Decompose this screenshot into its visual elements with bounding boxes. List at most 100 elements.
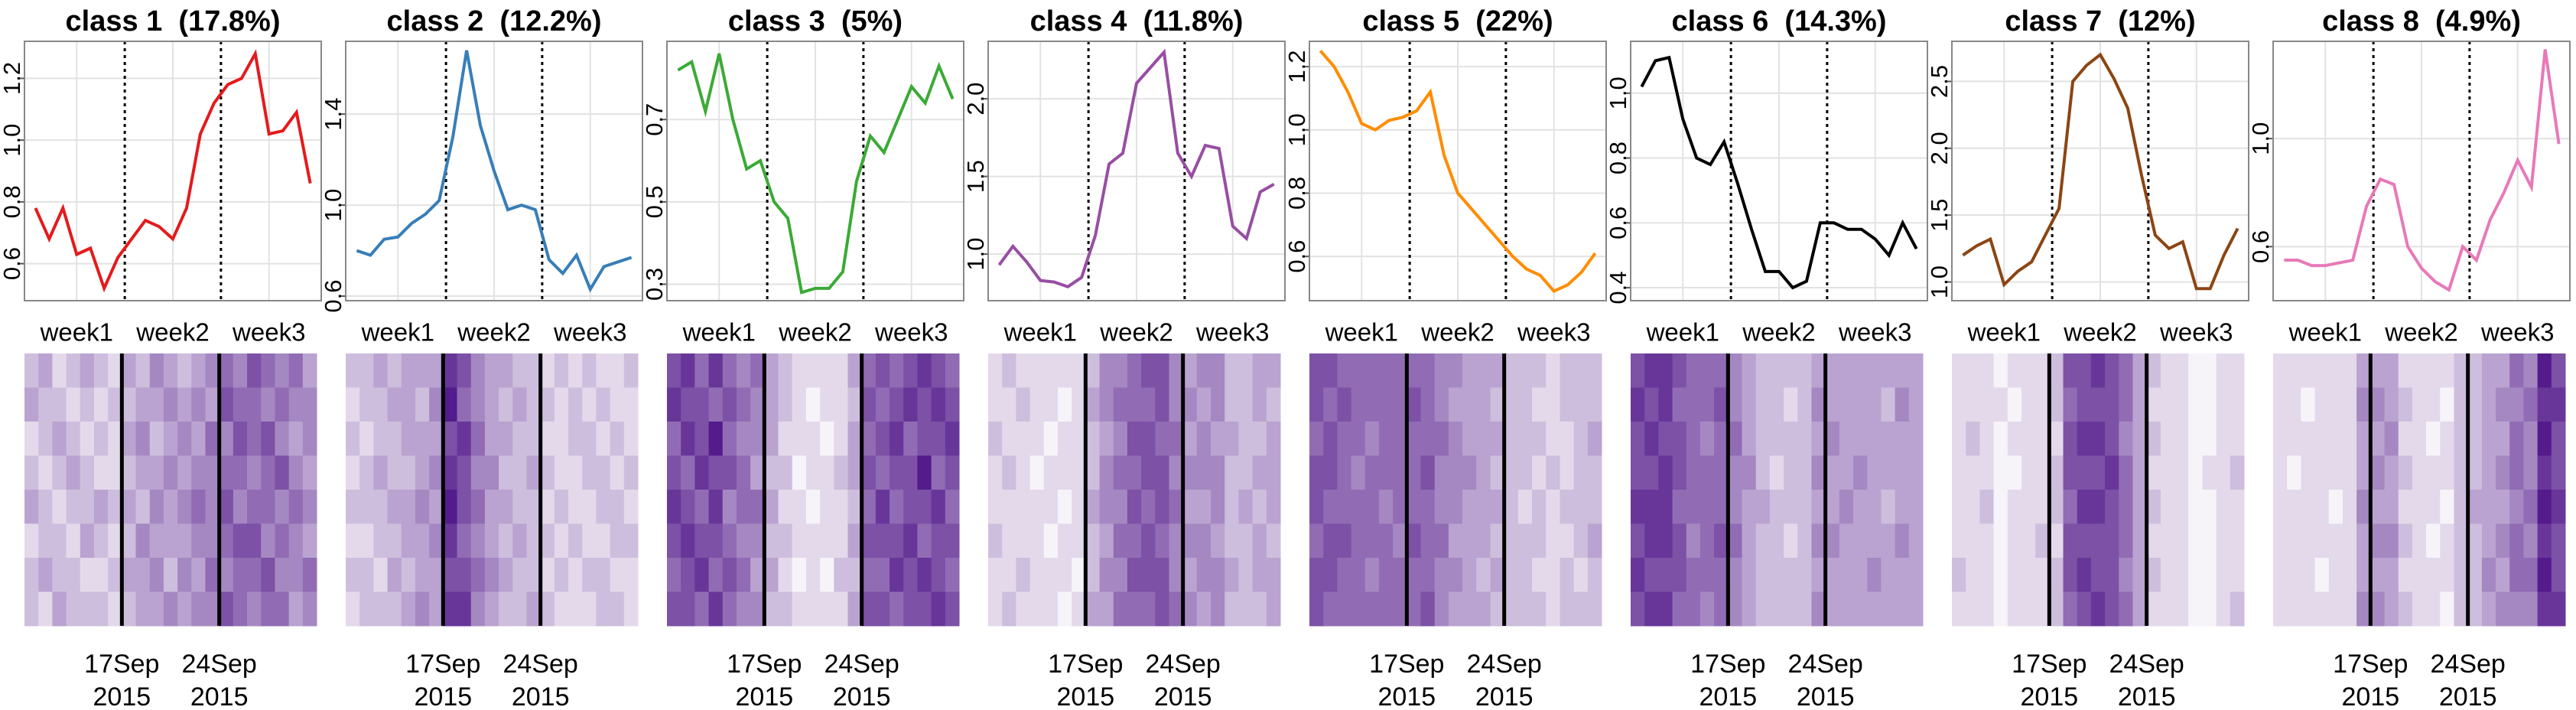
heat-cell [1993,523,2008,559]
heat-cell [401,591,416,627]
heat-cell [2287,422,2301,456]
heat-cell [1002,490,1016,524]
heat-cell [1351,523,1366,559]
heat-cell [205,455,220,490]
heat-cell [1825,523,1840,559]
heat-cell [219,490,234,524]
heat-cell [1238,591,1254,627]
heat-cell [2398,422,2413,456]
heat-cell [1573,558,1589,592]
heat-cell [233,455,248,490]
heat-cell [261,490,275,524]
heat-cell [1155,558,1169,592]
series-line [997,48,1275,288]
heat-cell [2077,387,2092,422]
heat-cell [1323,558,1338,592]
heat-cell [38,558,53,592]
heat-cell [1587,558,1602,592]
heat-cell [80,591,95,627]
heat-cell [875,353,890,388]
heat-cell [2412,387,2427,422]
heat-cell [2105,387,2119,422]
heat-cell [2049,523,2064,559]
heat-cell [1238,558,1254,592]
heat-cell [2342,455,2357,490]
heat-cell [373,455,389,490]
heat-cell [1631,591,1645,627]
heat-cell [1587,353,1602,388]
heat-cell [2230,591,2245,627]
heat-cell [2049,490,2064,524]
x-tick-label: week3 [553,318,626,347]
heat-cell [261,455,275,490]
heat-cell [1141,353,1156,388]
heat-cell [1966,558,1980,592]
heat-cell [1434,353,1449,388]
heat-cell [2440,353,2454,388]
plot-frame [1951,41,2249,301]
heat-cell [2035,353,2050,388]
heat-cell [177,455,192,490]
heat-cell [288,353,304,388]
heat-cell [1057,422,1072,456]
heat-cell [1658,387,1673,422]
heat-cell [554,387,569,422]
heat-cell [736,422,751,456]
heat-cell [1141,387,1156,422]
x-tick-label: 24Sep [825,650,899,679]
heat-cell [1853,387,1868,422]
heat-cell [149,353,164,388]
heat-cell [2398,455,2413,490]
heat-cell [2342,523,2357,559]
heat-cell [2174,353,2189,388]
heat-cell [2007,591,2022,627]
heat-cell [1196,353,1212,388]
heat-cell [1490,353,1505,388]
heat-cell [1043,558,1059,592]
heat-cell [2105,353,2119,388]
panel-title: class 4 (11.8%) [1030,5,1244,37]
heat-cell [1895,523,1910,559]
heat-cell [1573,455,1589,490]
heat-cell [275,558,290,592]
heat-cell [2314,558,2330,592]
heat-cell [861,523,877,559]
x-tick-label: 2015 [1154,682,1212,710]
heat-cell [1631,523,1645,559]
heat-cell [122,353,137,388]
x-tick-label: 24Sep [2431,650,2506,679]
heat-cell [875,591,890,627]
heat-cell [1072,387,1086,422]
heat-cell [443,353,458,388]
heat-cell [205,591,220,627]
heat-cell [722,558,737,592]
heat-cell [2398,558,2413,592]
heat-cell [2021,455,2036,490]
heat-cell [1881,455,1896,490]
heat-cell [1351,591,1366,627]
heat-cell [1002,591,1016,627]
heat-cell [401,353,416,388]
heat-cell [1769,558,1784,592]
heat-cell [750,387,765,422]
heat-cell [834,558,848,592]
heat-cell [2328,455,2343,490]
y-tick-label: 1.5 [1926,199,1953,232]
heat-cell [1742,455,1757,490]
heat-cell [596,591,611,627]
heat-cell [1714,422,1729,456]
heat-cell [736,558,751,592]
heat-cell [805,558,821,592]
x-tick-label: 17Sep [405,650,480,679]
heat-cell [2328,387,2343,422]
heat-cell [1742,490,1757,524]
heat-cell [401,490,416,524]
heat-cell [931,455,946,490]
heat-cell [2049,455,2064,490]
y-tick-label: 0.5 [641,185,668,218]
heat-cell [2105,422,2119,456]
heat-cell [1686,387,1701,422]
heat-cell [1393,558,1407,592]
heat-cell [1252,558,1267,592]
heat-cell [988,591,1003,627]
